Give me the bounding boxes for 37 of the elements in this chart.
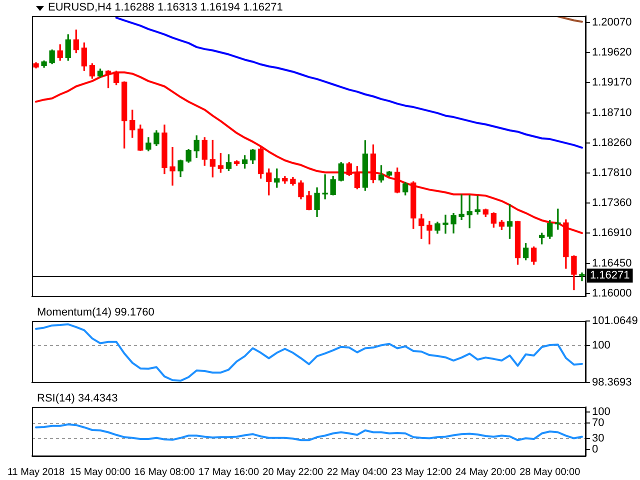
y-tick-label: 1.19170 bbox=[592, 76, 632, 88]
x-tick-label: 11 May 2018 bbox=[7, 466, 65, 478]
candlestick bbox=[170, 146, 176, 186]
y-tick-label: 1.16000 bbox=[592, 288, 632, 300]
y-tick-label: 100 bbox=[592, 339, 610, 352]
candlestick bbox=[426, 220, 432, 244]
y-tick-label: 101.0649 bbox=[592, 315, 638, 328]
y-tick-label: 1.18710 bbox=[592, 107, 632, 120]
chart-title: Momentum(14) 99.1760 bbox=[37, 306, 154, 319]
y-tick-label: 0 bbox=[592, 444, 598, 456]
x-tick-label: 23 May 12:00 bbox=[391, 466, 452, 478]
chart-title: RSI(14) 34.4343 bbox=[37, 392, 118, 405]
y-tick-label: 30 bbox=[592, 432, 604, 444]
x-tick-label: 28 May 00:00 bbox=[520, 466, 581, 478]
y-tick-label: 98.3693 bbox=[592, 376, 632, 388]
y-tick-label: 1.20070 bbox=[592, 16, 632, 28]
y-tick-label: 1.17360 bbox=[592, 197, 632, 210]
chart-title: EURUSD,H4 1.16288 1.16313 1.16194 1.16271 bbox=[48, 2, 283, 14]
x-tick-label: 20 May 22:00 bbox=[262, 466, 324, 478]
candlestick bbox=[322, 174, 328, 200]
y-tick-label: 1.17810 bbox=[592, 167, 632, 180]
x-tick-label: 16 May 08:00 bbox=[134, 466, 196, 478]
candlestick bbox=[458, 194, 464, 220]
candlestick bbox=[579, 272, 585, 282]
candlestick bbox=[442, 214, 448, 234]
y-tick-label: 100 bbox=[592, 406, 610, 418]
ref-line-label: 1.16271 bbox=[590, 270, 630, 282]
y-tick-label: 1.18260 bbox=[592, 137, 632, 150]
x-tick-label: 15 May 00:00 bbox=[70, 466, 131, 478]
candlestick bbox=[466, 194, 472, 228]
x-tick-label: 24 May 20:00 bbox=[455, 466, 516, 478]
x-tick-label: 22 May 04:00 bbox=[326, 466, 388, 478]
y-tick-label: 1.19620 bbox=[592, 46, 632, 58]
y-tick-label: 1.16450 bbox=[592, 258, 632, 270]
y-tick-label: 1.16910 bbox=[592, 227, 632, 240]
y-tick-label: 70 bbox=[592, 417, 604, 430]
x-tick-label: 17 May 16:00 bbox=[198, 466, 260, 478]
